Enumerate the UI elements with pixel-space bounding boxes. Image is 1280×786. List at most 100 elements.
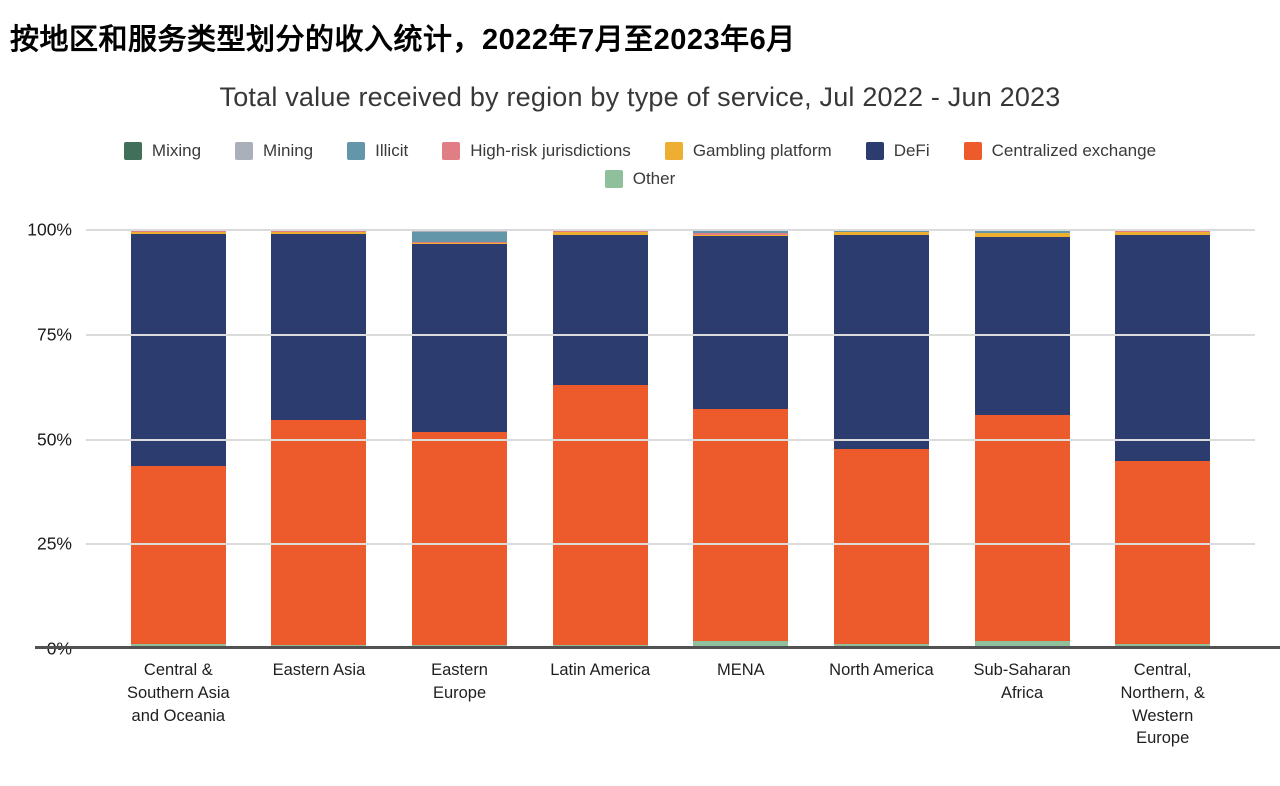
x-axis-labels: Central & Southern Asia and Oceania Easte… [86, 659, 1255, 750]
bar-mena [693, 230, 789, 649]
x-label-central-southern-asia-and-oceania: Central & Southern Asia and Oceania [126, 661, 230, 725]
y-axis: 0% 25% 50% 75% 100% [0, 220, 72, 659]
x-label-north-america: North America [829, 661, 934, 679]
legend-swatch-other [604, 170, 623, 188]
bar-slot-mena [671, 230, 812, 649]
segment-latin-america-centralized-exchange [552, 385, 648, 645]
segment-sub-saharan-africa-centralized-exchange [974, 415, 1070, 642]
segment-north-america-gambling-platform [833, 232, 929, 235]
x-label-mena: MENA [716, 661, 765, 679]
bar-eastern-europe [412, 230, 508, 649]
segment-mena-defi [693, 235, 789, 409]
legend-item-centralized-exchange: Centralized exchange [963, 141, 1157, 161]
legend-swatch-centralized-exchange [963, 142, 982, 160]
bar-central-northern-western-europe [1115, 230, 1211, 649]
gridline-25 [86, 543, 1255, 546]
segment-mena-illicit [693, 230, 789, 233]
x-label-latin-america: Latin America [550, 661, 651, 679]
legend-swatch-mixing [123, 142, 142, 160]
y-tick-75: 75% [36, 324, 72, 345]
legend-label-gambling-platform: Gambling platform [692, 141, 832, 160]
segment-central-southern-asia-and-oceania-gambling-platform [130, 231, 226, 235]
bar-slot-eastern-asia [249, 230, 390, 649]
legend-item-illicit: Illicit [347, 141, 408, 161]
segment-sub-saharan-africa-defi [974, 237, 1070, 416]
bar-central-southern-asia-and-oceania [130, 230, 226, 649]
y-tick-25: 25% [36, 533, 72, 554]
legend-swatch-illicit [347, 142, 366, 160]
y-tick-0: 0% [47, 639, 72, 660]
segment-mena-high-risk-jurisdictions [693, 232, 789, 236]
legend-row-2: Other [0, 169, 1280, 189]
gridline-100 [86, 229, 1255, 231]
bar-latin-america [552, 230, 648, 649]
y-tick-50: 50% [36, 429, 72, 449]
legend-item-gambling-platform: Gambling platform [664, 141, 832, 161]
bar-slot-latin-america [530, 230, 671, 649]
y-tick-100: 100% [27, 219, 72, 240]
legend-label-illicit: Illicit [375, 141, 409, 160]
gridline-75 [86, 333, 1255, 336]
segment-central-northern-western-europe-defi [1115, 235, 1211, 461]
segment-north-america-defi [833, 234, 929, 450]
gridline-50 [86, 438, 1255, 441]
x-label-eastern-asia: Eastern Asia [272, 661, 366, 679]
segment-latin-america-defi [552, 234, 648, 386]
x-axis-baseline [35, 646, 1280, 649]
segment-eastern-asia-defi [271, 234, 367, 420]
segment-sub-saharan-africa-other [974, 641, 1070, 649]
legend-label-centralized-exchange: Centralized exchange [991, 141, 1157, 160]
chart-legend: Mixing Mining Illicit High-risk jurisdictio… [0, 141, 1280, 197]
x-label-central-northern-western-europe: Central, Northern, & Western Europe [1120, 661, 1205, 748]
bar-north-america [833, 230, 929, 649]
segment-eastern-asia-centralized-exchange [271, 419, 367, 645]
page-title-chinese: 按地区和服务类型划分的收入统计，2022年7月至2023年6月 [10, 24, 796, 56]
legend-item-mixing: Mixing [123, 141, 202, 161]
legend-swatch-gambling-platform [664, 142, 683, 160]
legend-swatch-defi [865, 142, 884, 160]
chart-plot-area [86, 229, 1255, 649]
segment-eastern-asia-gambling-platform [271, 231, 367, 235]
legend-item-high-risk-jurisdictions: High-risk jurisdictions [442, 141, 631, 161]
bar-slot-north-america [811, 230, 952, 649]
segment-eastern-europe-mining [412, 230, 508, 232]
segment-eastern-europe-centralized-exchange [412, 431, 508, 645]
legend-swatch-high-risk-jurisdictions [442, 142, 461, 160]
segment-eastern-europe-defi [412, 243, 508, 432]
legend-label-mixing: Mixing [151, 141, 202, 160]
segment-central-southern-asia-and-oceania-centralized-exchange [130, 465, 226, 644]
segment-central-northern-western-europe-gambling-platform [1115, 231, 1211, 236]
legend-label-mining: Mining [263, 141, 314, 160]
bar-sub-saharan-africa [974, 230, 1070, 649]
legend-row-1: Mixing Mining Illicit High-risk jurisdictio… [0, 141, 1280, 161]
segment-eastern-europe-high-risk-jurisdictions [412, 241, 508, 243]
bar-slot-central-northern-western-europe [1092, 230, 1233, 649]
legend-label-high-risk-jurisdictions: High-risk jurisdictions [470, 141, 631, 160]
legend-item-defi: DeFi [865, 141, 930, 161]
segment-mena-centralized-exchange [693, 408, 789, 642]
legend-swatch-mining [235, 142, 254, 160]
segment-sub-saharan-africa-illicit [974, 231, 1070, 233]
bar-slot-central-southern-asia-and-oceania [108, 230, 249, 649]
segment-central-northern-western-europe-centralized-exchange [1115, 460, 1211, 644]
legend-item-mining: Mining [235, 141, 313, 161]
x-label-eastern-europe: Eastern Europe [431, 661, 488, 702]
segment-eastern-europe-illicit [412, 231, 508, 242]
segment-sub-saharan-africa-gambling-platform [974, 232, 1070, 238]
segment-eastern-europe-gambling-platform [412, 242, 508, 244]
bars-row [108, 230, 1233, 649]
segment-north-america-centralized-exchange [833, 449, 929, 644]
bar-slot-sub-saharan-africa [952, 230, 1093, 649]
legend-item-other: Other [604, 169, 676, 189]
bar-eastern-asia [271, 230, 367, 649]
chart-title: Total value received by region by type o… [219, 82, 1061, 112]
segment-latin-america-gambling-platform [552, 231, 648, 235]
bar-slot-eastern-europe [389, 230, 530, 649]
x-label-sub-saharan-africa: Sub-Saharan Africa [973, 661, 1071, 702]
segment-central-southern-asia-and-oceania-defi [130, 234, 226, 466]
segment-north-america-illicit [833, 230, 929, 232]
legend-label-other: Other [632, 169, 676, 188]
segment-mena-other [693, 641, 789, 649]
legend-label-defi: DeFi [893, 141, 930, 160]
segment-mena-gambling-platform [693, 235, 789, 236]
